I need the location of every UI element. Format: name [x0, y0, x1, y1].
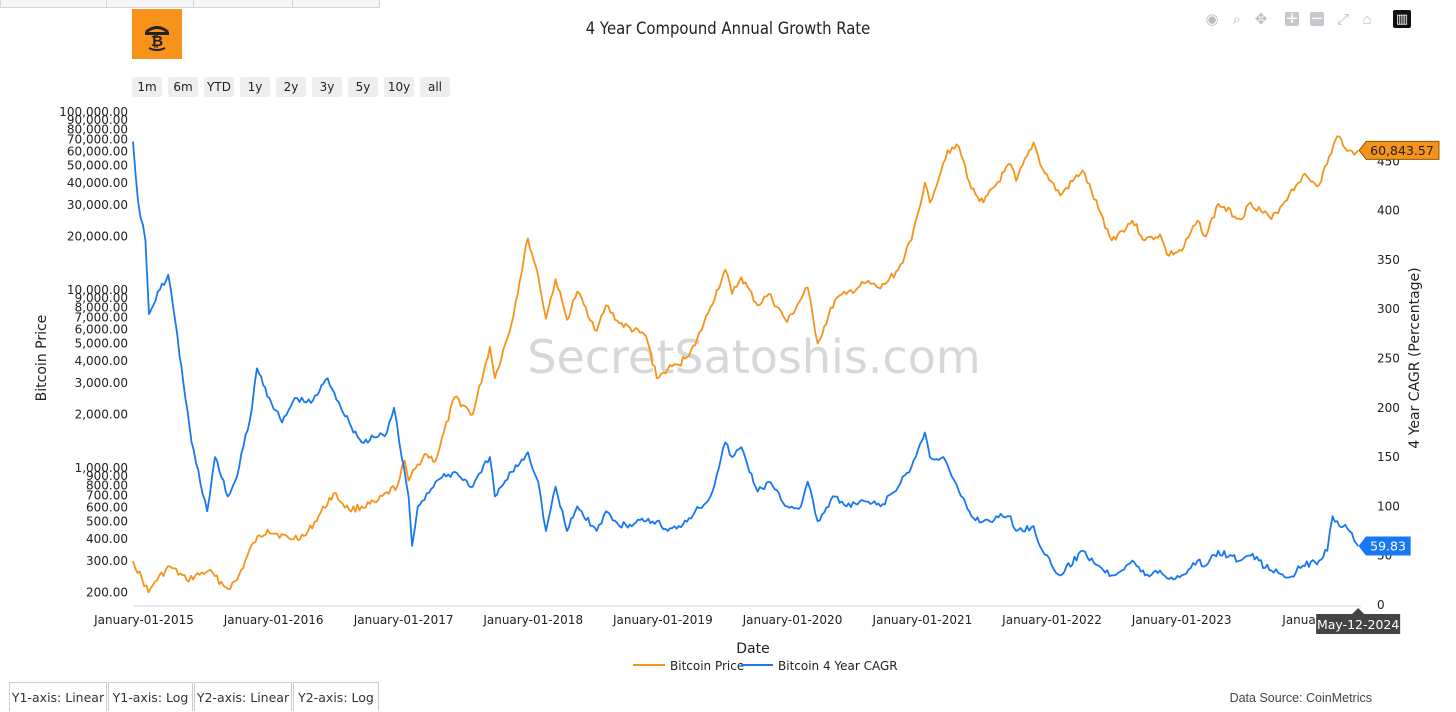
pan-icon[interactable]: ✥	[1254, 11, 1268, 28]
y2-tick-label: 400	[1377, 204, 1400, 218]
y1-tick-label: 30,000.00	[67, 198, 128, 212]
x-tick-label: January-01-2016	[223, 613, 324, 627]
plotly-logo-icon[interactable]: ▥	[1393, 10, 1411, 28]
y1-tick-label: 9,000.00	[75, 291, 128, 305]
zoom-in-icon[interactable]: +	[1285, 8, 1299, 30]
y1-tick-label: 2,000.00	[75, 407, 128, 421]
autoscale-icon[interactable]: ⤢	[1336, 10, 1349, 28]
y1-tick-label: 10,000.00	[67, 283, 128, 297]
y1-tick-label: 90,000.00	[67, 113, 128, 127]
y2-tick-label: 150	[1377, 450, 1400, 464]
zoom-icon[interactable]: ⌕	[1232, 10, 1242, 28]
top-tab-strip	[0, 0, 380, 8]
range-button-6m[interactable]: 6m	[168, 77, 198, 97]
y1-tick-label: 70,000.00	[67, 133, 128, 147]
x-tick-label: January-01-2020	[742, 613, 843, 627]
top-tab[interactable]	[292, 0, 380, 8]
zoom-out-icon[interactable]: −	[1310, 8, 1324, 30]
y1-tick-label: 6,000.00	[75, 322, 128, 336]
y1-tick-label: 8,000.00	[75, 300, 128, 314]
y1-tick-label: 20,000.00	[67, 229, 128, 243]
y1-tick-label: 1,000.00	[75, 461, 128, 475]
axis-tab-y1-axis-linear[interactable]: Y1-axis: Linear	[9, 682, 107, 711]
legend-label: Bitcoin Price	[670, 659, 744, 673]
range-button-1m[interactable]: 1m	[132, 77, 162, 97]
axis-tab-y2-axis-log[interactable]: Y2-axis: Log	[293, 682, 379, 711]
bitcoin-price-line	[132, 135, 1359, 594]
y2-tick-label: 0	[1377, 598, 1385, 612]
hover-date-label: May-12-2024	[1317, 617, 1399, 632]
range-button-5y[interactable]: 5y	[348, 77, 378, 97]
y1-tick-label: 7,000.00	[75, 311, 128, 325]
y1-tick-label: 5,000.00	[75, 337, 128, 351]
y1-tick-label: 800.00	[86, 478, 128, 492]
bitcoin-face-logo-icon: ₿	[145, 26, 169, 51]
hover-date-box	[1316, 608, 1401, 634]
price-last-value: 60,843.57	[1370, 143, 1434, 158]
y2-tick-label: 300	[1377, 302, 1400, 316]
x-tick-label: January-01-2018	[482, 613, 583, 627]
brand-logo: ₿	[132, 9, 182, 59]
y2-axis-title: 4 Year CAGR (Percentage)	[1407, 267, 1423, 448]
axis-tab-y2-axis-linear[interactable]: Y2-axis: Linear	[194, 682, 292, 711]
y1-tick-label: 3,000.00	[75, 376, 128, 390]
y1-tick-label: 200.00	[86, 585, 128, 599]
y1-tick-label: 700.00	[86, 489, 128, 503]
range-button-10y[interactable]: 10y	[384, 77, 414, 97]
y1-tick-label: 50,000.00	[67, 159, 128, 173]
x-tick-label: January-01-2019	[612, 613, 713, 627]
range-button-ytd[interactable]: YTD	[204, 77, 234, 97]
chart-canvas[interactable]: SecretSatoshis.com 200.00 300.00 400.00 500…	[0, 0, 1456, 680]
y1-tick-label: 900.00	[86, 469, 128, 483]
y1-tick-label: 60,000.00	[67, 144, 128, 158]
x-axis-title: Date	[736, 641, 769, 657]
y1-tick-label: 600.00	[86, 501, 128, 515]
x-tick-label: January-01-2015	[93, 613, 194, 627]
x-tick-label: January-01-2017	[353, 613, 454, 627]
cagr-last-value: 59.83	[1370, 539, 1406, 554]
y1-tick-label: 300.00	[86, 554, 128, 568]
data-source-label: Data Source: CoinMetrics	[1229, 691, 1372, 705]
y1-axis-title: Bitcoin Price	[34, 315, 50, 402]
y1-tick-label: 400.00	[86, 532, 128, 546]
home-icon[interactable]: ⌂	[1362, 10, 1372, 28]
range-button-2y[interactable]: 2y	[276, 77, 306, 97]
chart-title: 4 Year Compound Annual Growth Rate	[585, 19, 871, 38]
bitcoin-cagr-line	[132, 141, 1359, 581]
y2-tick-label: 100	[1377, 499, 1400, 513]
legend-bitcoin-price[interactable]: Bitcoin Price	[633, 659, 744, 673]
range-button-all[interactable]: all	[420, 77, 450, 97]
y1-tick-label: 80,000.00	[67, 122, 128, 136]
y1-tick-label: 40,000.00	[67, 176, 128, 190]
range-button-1y[interactable]: 1y	[240, 77, 270, 97]
range-button-3y[interactable]: 3y	[312, 77, 342, 97]
cagr-last-value-box	[1358, 536, 1411, 556]
y2-tick-label: 250	[1377, 352, 1400, 366]
x-tick-label: January-01-2023	[1131, 613, 1232, 627]
y1-tick-label: 100,000.00	[59, 105, 128, 119]
axis-tab-y1-axis-log[interactable]: Y1-axis: Log	[108, 682, 193, 711]
x-tick-label: January-01-2021	[872, 613, 973, 627]
y2-tick-label: 200	[1377, 401, 1400, 415]
camera-icon[interactable]: ◉	[1205, 11, 1219, 28]
y1-tick-label: 4,000.00	[75, 354, 128, 368]
legend-bitcoin-cagr[interactable]: Bitcoin 4 Year CAGR	[741, 659, 898, 673]
x-tick-label: January-01-2022	[1001, 613, 1102, 627]
y2-tick-label: 350	[1377, 253, 1400, 267]
y1-tick-label: 500.00	[86, 515, 128, 529]
svg-text:₿: ₿	[151, 32, 163, 50]
watermark-text: SecretSatoshis.com	[527, 330, 980, 384]
legend-label: Bitcoin 4 Year CAGR	[778, 659, 898, 673]
price-last-value-box	[1358, 140, 1440, 160]
